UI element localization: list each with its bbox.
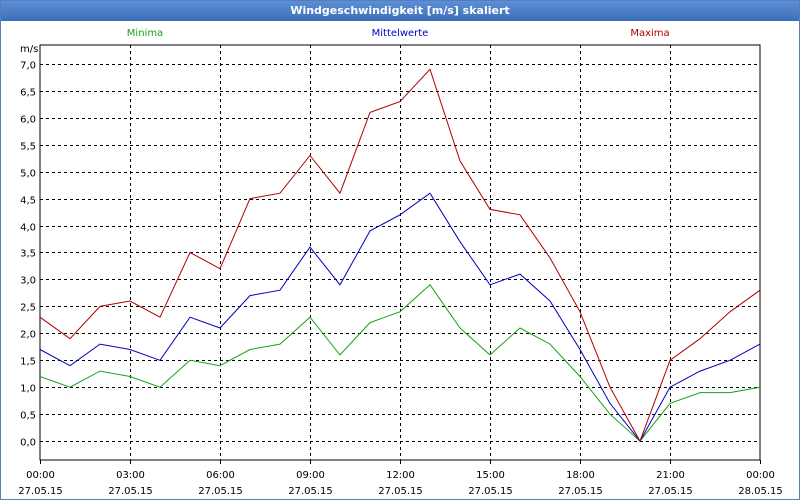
y-tick-label: 2,5 <box>20 303 36 314</box>
y-tick-label: 4,5 <box>20 196 36 207</box>
series-lines <box>39 68 761 443</box>
x-tick-date: 28.05.15 <box>738 486 783 497</box>
x-tick-time: 15:00 <box>476 470 505 481</box>
legend-mittelwerte: Mittelwerte <box>372 28 429 39</box>
y-tick-label: 7,0 <box>20 61 36 72</box>
legend: Minima Mittelwerte Maxima <box>127 28 670 39</box>
series-line-maxima <box>39 68 761 443</box>
x-tick-date: 27.05.15 <box>378 486 423 497</box>
y-tick-label: 1,5 <box>20 357 36 368</box>
x-tick-time: 09:00 <box>296 470 325 481</box>
y-tick-label: 0,5 <box>20 411 36 422</box>
x-tick-time: 21:00 <box>656 470 685 481</box>
y-tick-labels: 0,0 0,5 1,0 1,5 2,0 2,5 3,0 3,5 4,0 4,5 5,0 5,5 6,0 6… <box>20 61 36 449</box>
x-tick-time: 06:00 <box>206 470 235 481</box>
y-tick-label: 6,5 <box>20 88 36 99</box>
x-tick-date: 27.05.15 <box>468 486 513 497</box>
y-tick-label: 0,0 <box>20 438 36 449</box>
window-title: Windgeschwindigkeit [m/s] skaliert <box>1 1 799 21</box>
y-tick-label: 5,0 <box>20 169 36 180</box>
x-tick-date: 27.05.15 <box>288 486 333 497</box>
y-tick-label: 2,0 <box>20 330 36 341</box>
y-tick-label: 3,5 <box>20 249 36 260</box>
y-tick-label: 5,5 <box>20 142 36 153</box>
x-tick-date: 27.05.15 <box>558 486 603 497</box>
x-tick-time: 00:00 <box>746 470 775 481</box>
legend-minima: Minima <box>127 28 163 39</box>
y-tick-label: 1,0 <box>20 384 36 395</box>
x-tick-time: 12:00 <box>386 470 415 481</box>
y-tick-label: 3,0 <box>20 276 36 287</box>
y-axis-unit: m/s <box>20 44 38 55</box>
x-tick-time: 18:00 <box>566 470 595 481</box>
x-tick-time: 03:00 <box>116 470 145 481</box>
grid-lines <box>39 44 761 464</box>
x-tick-date: 27.05.15 <box>108 486 153 497</box>
legend-maxima: Maxima <box>630 28 669 39</box>
x-tick-date: 27.05.15 <box>18 486 63 497</box>
x-tick-date: 27.05.15 <box>198 486 243 497</box>
x-tick-labels: 00:00 27.05.15 03:00 27.05.15 06:00 27.05.15 0… <box>18 470 783 497</box>
y-tick-label: 6,0 <box>20 115 36 126</box>
y-tick-label: 4,0 <box>20 223 36 234</box>
x-tick-date: 27.05.15 <box>648 486 693 497</box>
x-tick-time: 00:00 <box>26 470 55 481</box>
